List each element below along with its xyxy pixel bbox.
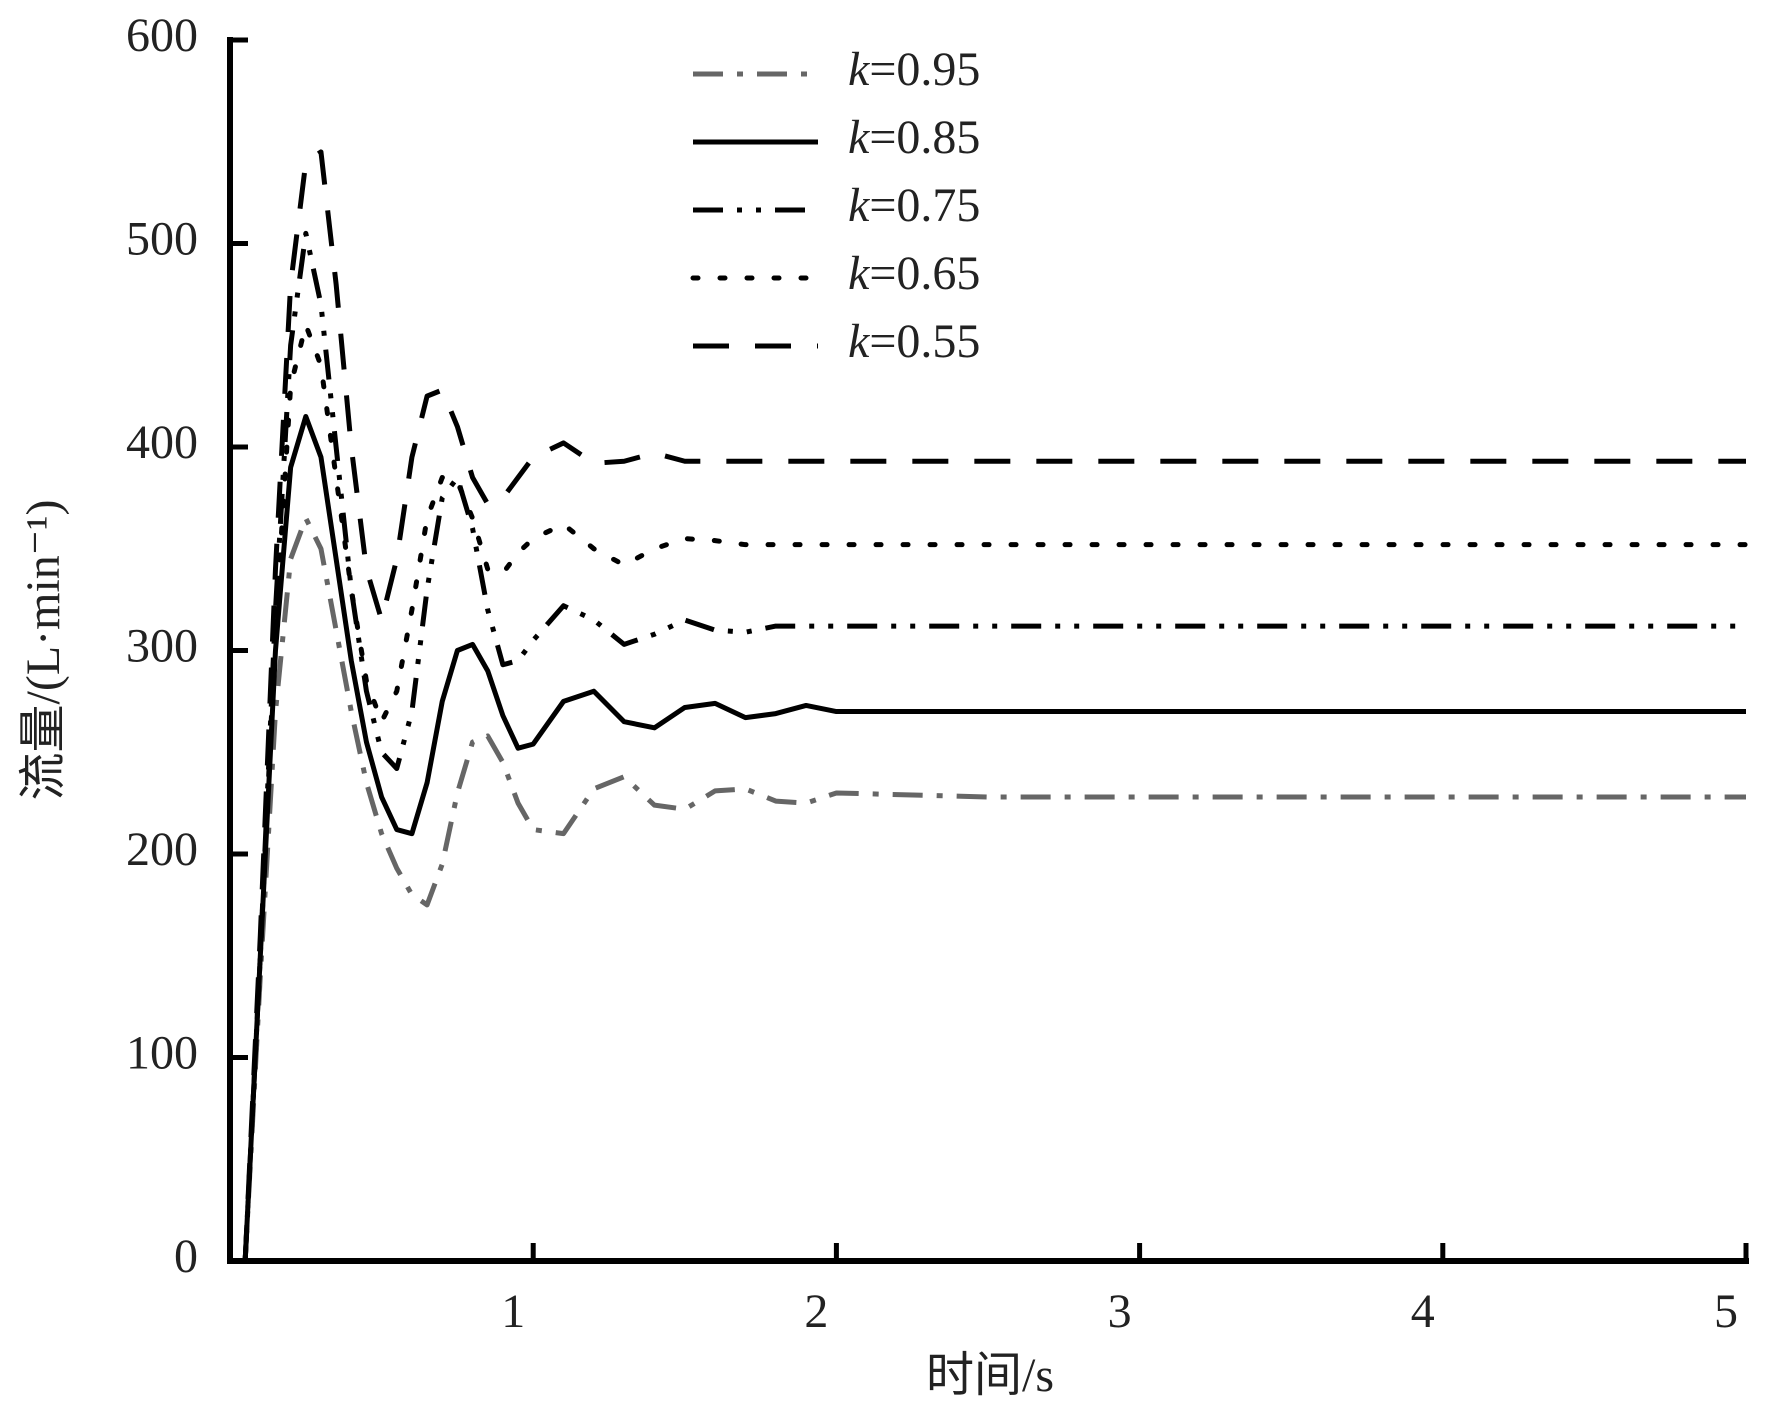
series-line — [242, 322, 1749, 1264]
x-tick-label: 3 — [1108, 1285, 1132, 1338]
legend-label: k=0.55 — [848, 315, 980, 368]
y-tick-label: 300 — [126, 620, 198, 673]
x-tick-label: 4 — [1411, 1285, 1435, 1338]
legend-label: k=0.65 — [848, 247, 980, 300]
y-axis-label: 流量/(L·min⁻¹) — [17, 499, 70, 800]
y-tick-label: 500 — [126, 213, 198, 266]
series-line — [242, 230, 1746, 1262]
x-tick-label: 5 — [1714, 1285, 1738, 1338]
legend-label: k=0.85 — [848, 111, 980, 164]
x-tick-label: 2 — [804, 1285, 828, 1338]
legend-label: k=0.95 — [848, 43, 980, 96]
y-tick-label: 100 — [126, 1027, 198, 1080]
y-tick-label: 200 — [126, 823, 198, 876]
series-line — [242, 413, 1746, 1262]
x-tick-label: 1 — [501, 1285, 525, 1338]
y-tick-label: 600 — [126, 9, 198, 62]
y-tick-label: 400 — [126, 416, 198, 469]
legend-label: k=0.75 — [848, 179, 980, 232]
x-axis-label: 时间/s — [926, 1349, 1054, 1402]
series-line — [242, 149, 1746, 1262]
series-line — [242, 515, 1746, 1262]
y-tick-label: 0 — [174, 1230, 198, 1283]
